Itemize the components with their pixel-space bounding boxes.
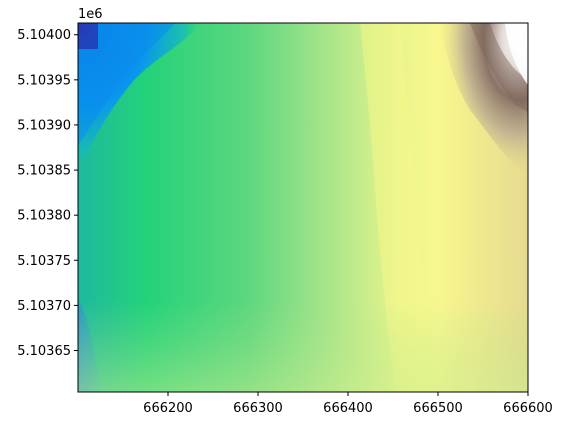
heatmap-image (78, 23, 528, 392)
y-tick-label: 5.10380 (17, 209, 71, 224)
y-tick-label: 5.10390 (17, 118, 71, 133)
x-tick-label: 666600 (503, 401, 553, 416)
y-tick-label: 5.10395 (17, 73, 71, 88)
yellow-ridge (360, 23, 430, 392)
y-offset-label: 1e6 (78, 7, 103, 22)
plot-frame (77, 22, 529, 393)
bottom-shading (78, 300, 528, 392)
deep-spot (78, 23, 98, 49)
x-tick-label: 666500 (413, 401, 463, 416)
x-tick-label: 666400 (323, 401, 373, 416)
peak-white (505, 23, 528, 85)
y-tick-label: 5.10370 (17, 299, 71, 314)
water-core (78, 23, 175, 145)
y-axis: 5.10365 5.10370 5.10375 5.10380 5.10385 5.103… (17, 28, 78, 359)
peak-region (440, 23, 528, 175)
y-tick-label: 5.10375 (17, 254, 71, 269)
x-tick-label: 666300 (233, 401, 283, 416)
x-axis: 666200 666300 666400 666500 666600 (143, 392, 553, 416)
peak-dark-ring (470, 23, 528, 112)
y-tick-label: 5.10400 (17, 28, 71, 43)
y-tick-label: 5.10385 (17, 164, 71, 179)
x-tick-label: 666200 (143, 401, 193, 416)
y-tick-label: 5.10365 (17, 344, 71, 359)
